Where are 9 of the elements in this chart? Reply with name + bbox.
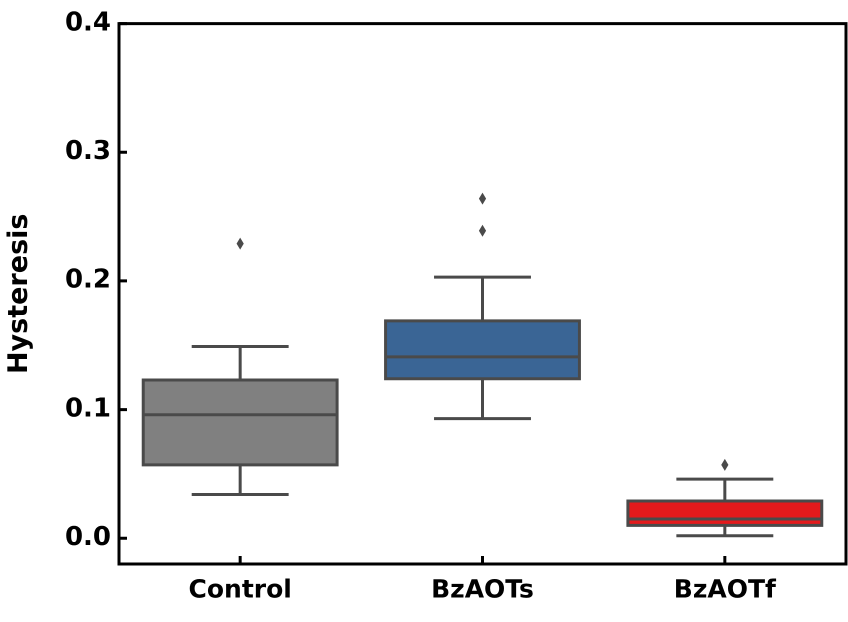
y-tick-label: 0.4 xyxy=(64,7,111,38)
y-tick-label: 0.1 xyxy=(64,393,111,424)
x-tick-label: BzAOTs xyxy=(431,574,534,604)
x-tick-label: BzAOTf xyxy=(674,574,778,604)
y-tick-label: 0.3 xyxy=(64,136,111,166)
y-axis-title: Hysteresis xyxy=(3,214,34,374)
x-tick-label: Control xyxy=(188,574,292,604)
y-tick-label: 0.0 xyxy=(64,522,111,552)
y-tick-label: 0.2 xyxy=(64,264,111,295)
